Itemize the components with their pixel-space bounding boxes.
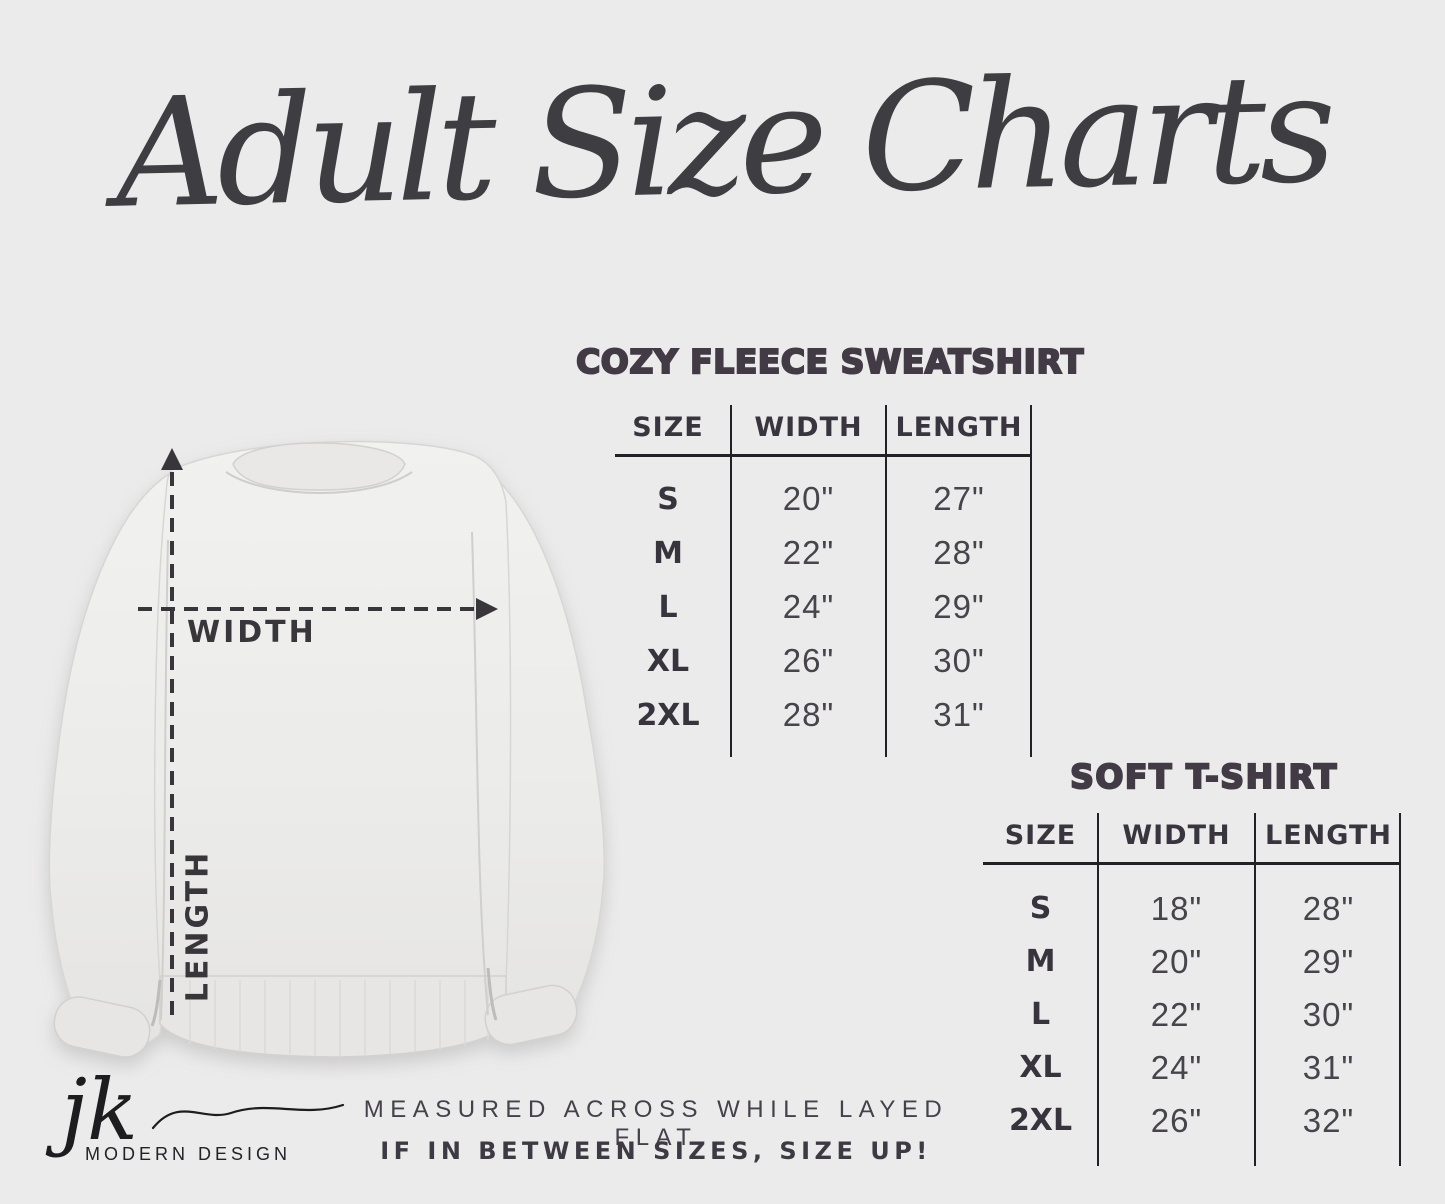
table-divider: [730, 405, 732, 757]
length-cell: 30": [1302, 995, 1355, 1033]
logo-flourish-icon: [151, 1103, 345, 1130]
size-cell: L: [658, 589, 678, 625]
logo-initials: jk: [61, 1061, 138, 1159]
width-cell: 24": [782, 588, 835, 625]
size-cell: 2XL: [636, 697, 700, 733]
width-arrow-icon: [138, 598, 498, 620]
sweatshirt-diagram: [20, 420, 620, 1080]
cuffs: [53, 984, 578, 1058]
table-divider: [1254, 813, 1256, 1166]
table-divider: [1097, 813, 1099, 1166]
length-cell: 32": [1302, 1101, 1355, 1139]
table-divider: [885, 405, 887, 757]
width-cell: 28": [782, 696, 835, 733]
length-arrow-icon: [161, 448, 183, 1015]
table-header-row: SIZE WIDTH LENGTH: [605, 400, 1032, 454]
jk-modern-design-logo: jk MODERN DESIGN: [55, 1061, 345, 1198]
length-cell: 29": [933, 588, 985, 625]
table-header-rule: [983, 862, 1399, 865]
table-divider: [1399, 813, 1401, 1166]
tshirt-size-table: SIZE WIDTH LENGTH S 18" 28" M 20" 29" L …: [983, 808, 1402, 1166]
table-header-row: SIZE WIDTH LENGTH: [983, 808, 1402, 862]
table-body: S 20" 27" M 22" 28" L 24" 29" XL 26" 30"…: [605, 472, 1032, 742]
width-cell: 24": [1150, 1048, 1203, 1086]
length-cell: 31": [1302, 1048, 1355, 1086]
sweatshirt-table-title: COZY FLEECE SWEATSHIRT: [575, 341, 1084, 382]
logo-name: MODERN DESIGN: [85, 1144, 292, 1164]
length-cell: 28": [1302, 889, 1355, 927]
column-header-length: LENGTH: [1265, 819, 1392, 851]
size-cell: M: [653, 535, 683, 571]
sweatshirt-size-table: SIZE WIDTH LENGTH S 20" 27" M 22" 28" L …: [605, 400, 1032, 757]
length-cell: 28": [933, 534, 985, 571]
sweatshirt-silhouette: [48, 440, 605, 1058]
size-cell: L: [1030, 997, 1051, 1032]
column-header-size: SIZE: [632, 411, 704, 443]
collar: [232, 442, 406, 491]
table-header-rule: [615, 454, 1032, 457]
measure-note: MEASURED ACROSS WHILE LAYED FLAT: [363, 1096, 949, 1151]
page-title: Adult Size Charts: [113, 42, 1332, 242]
table-body: S 18" 28" M 20" 29" L 22" 30" XL 24" 31"…: [983, 882, 1402, 1147]
length-cell: 31": [933, 696, 985, 733]
column-header-width: WIDTH: [1122, 819, 1231, 851]
size-cell: S: [657, 481, 679, 517]
table-divider: [1030, 405, 1032, 757]
length-cell: 29": [1302, 942, 1355, 980]
column-header-length: LENGTH: [895, 411, 1023, 443]
size-cell: XL: [646, 643, 690, 679]
size-cell: XL: [1019, 1050, 1062, 1085]
length-cell: 30": [933, 642, 985, 679]
column-header-width: WIDTH: [754, 411, 863, 443]
size-cell: M: [1025, 944, 1056, 979]
size-cell: 2XL: [1008, 1103, 1073, 1138]
width-cell: 26": [1150, 1101, 1203, 1139]
width-cell: 22": [1150, 995, 1203, 1033]
length-measure-label: LENGTH: [180, 849, 216, 1003]
length-cell: 27": [933, 480, 985, 517]
width-cell: 20": [782, 480, 835, 517]
width-cell: 20": [1150, 942, 1203, 980]
width-cell: 18": [1150, 889, 1203, 927]
size-cell: S: [1029, 891, 1052, 926]
size-up-note: IF IN BETWEEN SIZES, SIZE UP!: [380, 1137, 932, 1165]
width-cell: 22": [782, 534, 835, 571]
width-measure-label: WIDTH: [187, 615, 317, 650]
width-cell: 26": [782, 642, 835, 679]
tshirt-table-title: SOFT T-SHIRT: [1069, 756, 1338, 797]
column-header-size: SIZE: [1004, 819, 1077, 851]
sweatshirt-back-image: [48, 440, 605, 1058]
